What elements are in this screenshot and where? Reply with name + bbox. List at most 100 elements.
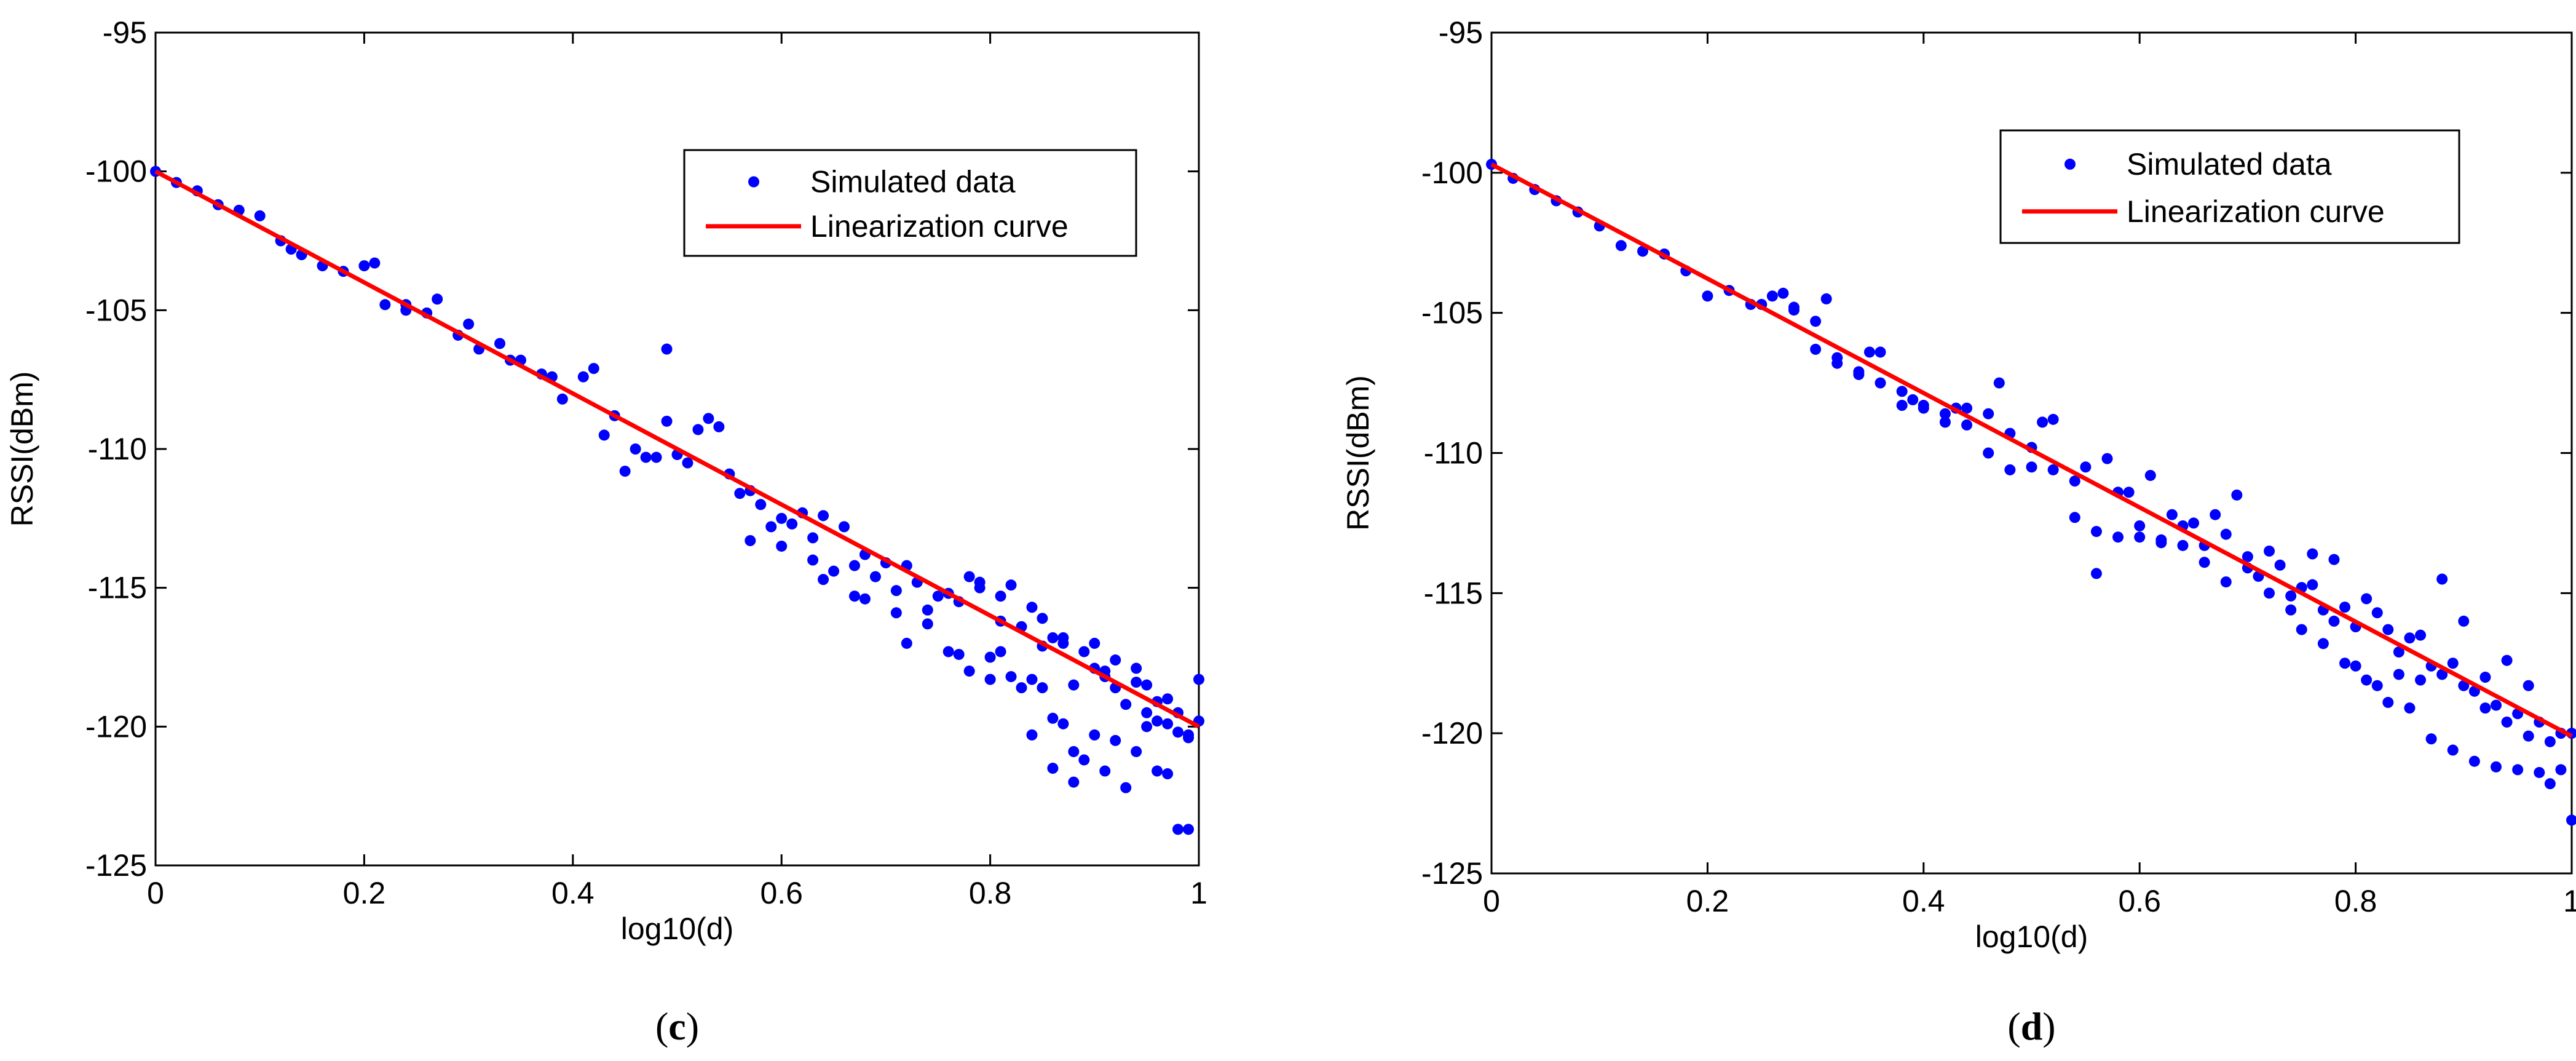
data-point <box>2090 568 2102 579</box>
data-point <box>974 582 986 594</box>
data-point <box>1005 579 1017 591</box>
data-point <box>786 518 798 530</box>
data-point <box>2177 539 2189 551</box>
data-point <box>2210 509 2221 520</box>
y-axis-label: RSSI(dBm) <box>1341 375 1375 531</box>
data-point <box>995 646 1006 658</box>
y-tick-label: -120 <box>85 709 147 744</box>
data-point <box>942 646 954 658</box>
data-point <box>1788 304 1800 316</box>
x-tick-label: 0.4 <box>551 876 595 910</box>
y-tick-label: -95 <box>103 15 147 50</box>
data-point <box>661 343 673 355</box>
data-point <box>2264 545 2275 557</box>
data-point <box>1831 357 1843 369</box>
data-point <box>1016 682 1027 694</box>
data-point <box>2188 517 2200 529</box>
data-point <box>932 590 944 602</box>
caption-open-paren: ( <box>655 1004 668 1048</box>
data-point <box>2491 699 2502 711</box>
data-point <box>2123 487 2135 498</box>
data-point <box>2090 526 2102 538</box>
data-point <box>922 604 933 616</box>
legend-label-scatter: Simulated data <box>2127 147 2332 181</box>
data-point <box>2220 576 2232 588</box>
data-point <box>588 363 599 375</box>
caption-close-paren: ) <box>2042 1004 2055 1048</box>
data-point <box>2361 593 2373 605</box>
data-point <box>1766 290 1778 302</box>
data-point <box>2296 624 2307 635</box>
data-point <box>2155 534 2167 546</box>
data-point <box>2382 624 2394 635</box>
data-point <box>765 521 777 533</box>
data-point <box>1162 718 1174 729</box>
data-point <box>1172 824 1184 835</box>
data-point <box>2447 658 2459 669</box>
data-point <box>682 457 693 469</box>
data-point <box>2317 638 2329 650</box>
data-point <box>1141 707 1153 718</box>
data-point <box>1810 343 1822 355</box>
y-tick-label: -105 <box>85 293 147 327</box>
data-point <box>2479 672 2491 683</box>
data-point <box>379 299 391 311</box>
chart-panel-c: 0 0.2 0.4 0.6 0.8 1 -95 -100 -105 -110 -115 -120 -12… <box>0 0 1288 1058</box>
data-point <box>630 443 641 455</box>
data-point <box>2447 744 2459 756</box>
data-point <box>2534 766 2545 778</box>
data-point <box>2404 632 2416 644</box>
chart-panel-d: 0 0.2 0.4 0.6 0.8 1 -95 -100 -105 -110 -115 -120 -12… <box>1288 0 2576 1058</box>
data-point <box>2026 461 2037 473</box>
data-point <box>1110 734 1121 746</box>
data-point <box>1983 447 1994 459</box>
data-point <box>953 648 965 660</box>
x-tick-label: 0.6 <box>2118 884 2161 918</box>
data-point <box>2264 587 2275 599</box>
data-point <box>1120 782 1132 793</box>
data-point <box>1875 346 1886 358</box>
x-tick-label: 0 <box>1483 884 1500 918</box>
legend-marker-scatter <box>748 176 759 188</box>
data-point <box>1152 715 1163 727</box>
x-tick-label: 0.6 <box>760 876 803 910</box>
data-point <box>1131 662 1142 674</box>
data-point <box>1961 402 1973 414</box>
data-point <box>2047 464 2059 475</box>
caption-letter: c <box>668 1004 685 1048</box>
data-point <box>2134 520 2146 531</box>
data-point <box>1183 824 1195 835</box>
data-point <box>2069 512 2080 523</box>
data-point <box>1089 637 1100 649</box>
data-point <box>2231 489 2243 501</box>
y-tick-label: -125 <box>1421 856 1483 891</box>
data-point <box>1047 763 1059 774</box>
x-tick-label: 0.2 <box>343 876 386 910</box>
data-point <box>963 571 975 582</box>
data-point <box>358 260 370 272</box>
data-point <box>2220 528 2232 540</box>
data-point <box>734 488 746 499</box>
data-point <box>1939 416 1951 428</box>
data-point <box>692 424 704 435</box>
data-point <box>1615 240 1627 252</box>
data-point <box>2468 755 2480 767</box>
x-tick-label: 0.4 <box>1902 884 1945 918</box>
caption-letter: d <box>2021 1004 2043 1048</box>
x-axis-label: log10(d) <box>1975 920 2088 954</box>
data-point <box>818 510 829 522</box>
data-point <box>2393 669 2404 680</box>
data-point <box>1078 754 1090 766</box>
data-point <box>2425 733 2437 745</box>
data-point <box>963 666 975 677</box>
data-point <box>2004 464 2016 475</box>
data-point <box>1939 408 1951 419</box>
x-tick-label: 0.8 <box>2334 884 2377 918</box>
data-point <box>1993 377 2005 389</box>
data-point <box>2339 602 2351 613</box>
data-point <box>1005 671 1017 683</box>
legend-box <box>683 149 1137 257</box>
data-point <box>2436 669 2448 680</box>
x-tick-label: 0 <box>147 876 164 910</box>
data-point <box>1110 654 1121 666</box>
